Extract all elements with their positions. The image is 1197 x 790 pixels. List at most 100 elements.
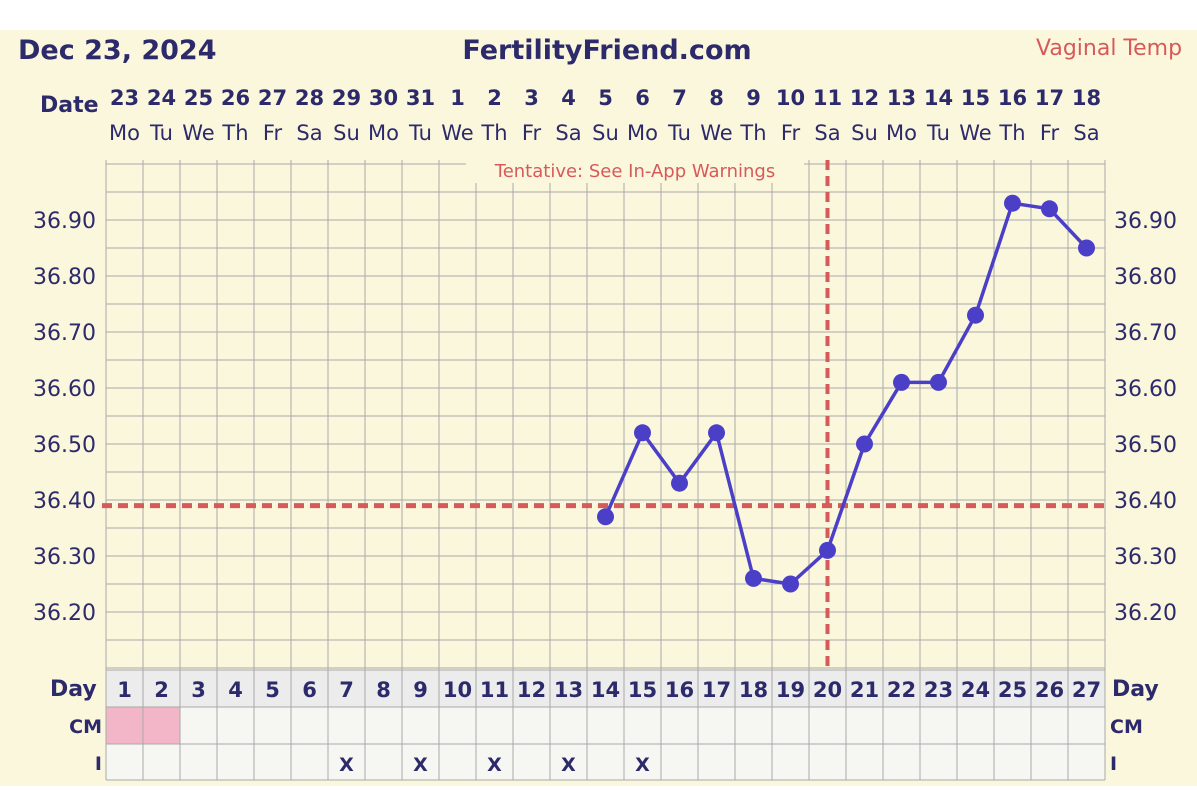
day-number: 10	[443, 678, 472, 702]
y-tick-right: 36.70	[1114, 321, 1177, 346]
temp-point	[634, 424, 651, 442]
tentative-label: Tentative: See In-App Warnings	[494, 161, 775, 182]
cm-cell-marked	[143, 707, 180, 744]
weekday-label: Fr	[263, 121, 283, 145]
y-tick-right: 36.20	[1114, 601, 1177, 626]
weekday-label: Mo	[627, 121, 658, 145]
date-label: 25	[184, 86, 213, 110]
day-number: 24	[961, 678, 990, 702]
weekday-label: Th	[480, 121, 507, 145]
weekday-label: Tu	[667, 121, 691, 145]
temp-point	[1004, 194, 1021, 212]
temp-point	[597, 508, 614, 526]
cm-row-label-left: CM	[69, 716, 102, 738]
date-label: 27	[258, 86, 287, 110]
day-number: 27	[1072, 678, 1101, 702]
day-row-label-right: Day	[1112, 677, 1159, 702]
weekday-label: Su	[851, 121, 878, 145]
day-number: 15	[628, 678, 657, 702]
weekday-label: We	[182, 121, 214, 145]
day-number: 7	[339, 678, 354, 702]
day-number: 23	[924, 678, 953, 702]
day-number: 17	[702, 678, 731, 702]
date-label: 30	[369, 86, 398, 110]
weekday-label: Sa	[814, 121, 840, 145]
day-number: 9	[413, 678, 428, 702]
y-tick-left: 36.80	[33, 265, 96, 290]
temp-point	[930, 373, 947, 391]
i-row-label-right: I	[1110, 753, 1117, 775]
weekday-label: Su	[592, 121, 619, 145]
temp-type-label: Vaginal Temp	[1036, 36, 1182, 61]
day-number: 11	[480, 678, 509, 702]
day-number: 13	[554, 678, 583, 702]
plot-area	[106, 160, 1105, 670]
day-number: 6	[302, 678, 317, 702]
day-number: 21	[850, 678, 879, 702]
date-label: 23	[110, 86, 139, 110]
cm-row-label-right: CM	[1110, 716, 1143, 738]
day-number: 12	[517, 678, 546, 702]
day-row	[106, 670, 1105, 707]
day-row-label-left: Day	[50, 677, 97, 702]
bottom-rows: 1 2 3 4 5 6 7 8 9 10 11 12 13 14 15 16 17 18 19 20 21 22 23 24 2…	[105, 669, 1106, 781]
date-label: 3	[524, 86, 539, 110]
weekday-label: Th	[739, 121, 766, 145]
reference-lines	[102, 160, 1109, 670]
y-tick-left: 36.30	[33, 545, 96, 570]
weekday-label: Sa	[1073, 121, 1099, 145]
y-tick-left: 36.90	[33, 209, 96, 234]
date-label: 16	[998, 86, 1027, 110]
day-number: 18	[739, 678, 768, 702]
day-number: 16	[665, 678, 694, 702]
weekday-label: Sa	[296, 121, 322, 145]
day-number: 2	[154, 678, 169, 702]
date-label: 14	[924, 86, 953, 110]
y-tick-right: 36.30	[1114, 545, 1177, 570]
y-tick-right: 36.90	[1114, 209, 1177, 234]
weekday-label: Fr	[781, 121, 801, 145]
y-tick-right: 36.40	[1114, 489, 1177, 514]
day-number: 22	[887, 678, 916, 702]
y-tick-right: 36.50	[1114, 433, 1177, 458]
weekday-label: Fr	[522, 121, 542, 145]
date-row-label: Date	[40, 93, 99, 118]
date-label: 29	[332, 86, 361, 110]
y-tick-left: 36.20	[33, 601, 96, 626]
temp-point	[708, 424, 725, 442]
date-label: 15	[961, 86, 990, 110]
temp-point	[671, 474, 688, 492]
temp-point	[819, 541, 836, 559]
day-number: 8	[376, 678, 391, 702]
date-label: 5	[598, 86, 613, 110]
date-label: 28	[295, 86, 324, 110]
y-tick-left: 36.50	[33, 433, 96, 458]
y-tick-right: 36.60	[1114, 377, 1177, 402]
weekday-label: Tu	[408, 121, 432, 145]
date-label: 7	[672, 86, 687, 110]
temp-point	[1078, 239, 1095, 257]
date-label: 4	[561, 86, 576, 110]
day-number: 26	[1035, 678, 1064, 702]
cm-cell-marked	[106, 707, 143, 744]
day-number: 20	[813, 678, 842, 702]
date-labels: 23 24 25 26 27 28 29 30 31 1 2 3 4 5 6 7 8 9 10 11 12 13 14 15 1…	[110, 86, 1101, 110]
weekday-label: Sa	[555, 121, 581, 145]
day-number: 19	[776, 678, 805, 702]
date-label: 6	[635, 86, 650, 110]
y-tick-left: 36.70	[33, 321, 96, 346]
i-row-label-left: I	[95, 753, 102, 775]
intercourse-mark: X	[413, 754, 428, 776]
temp-series	[597, 194, 1095, 593]
temp-point	[745, 569, 762, 587]
y-tick-left: 36.60	[33, 377, 96, 402]
day-number: 5	[265, 678, 280, 702]
intercourse-mark: X	[635, 754, 650, 776]
weekday-label: Fr	[1040, 121, 1060, 145]
grid	[105, 160, 1106, 670]
weekday-label: We	[700, 121, 732, 145]
day-number: 25	[998, 678, 1027, 702]
date-label: 17	[1035, 86, 1064, 110]
